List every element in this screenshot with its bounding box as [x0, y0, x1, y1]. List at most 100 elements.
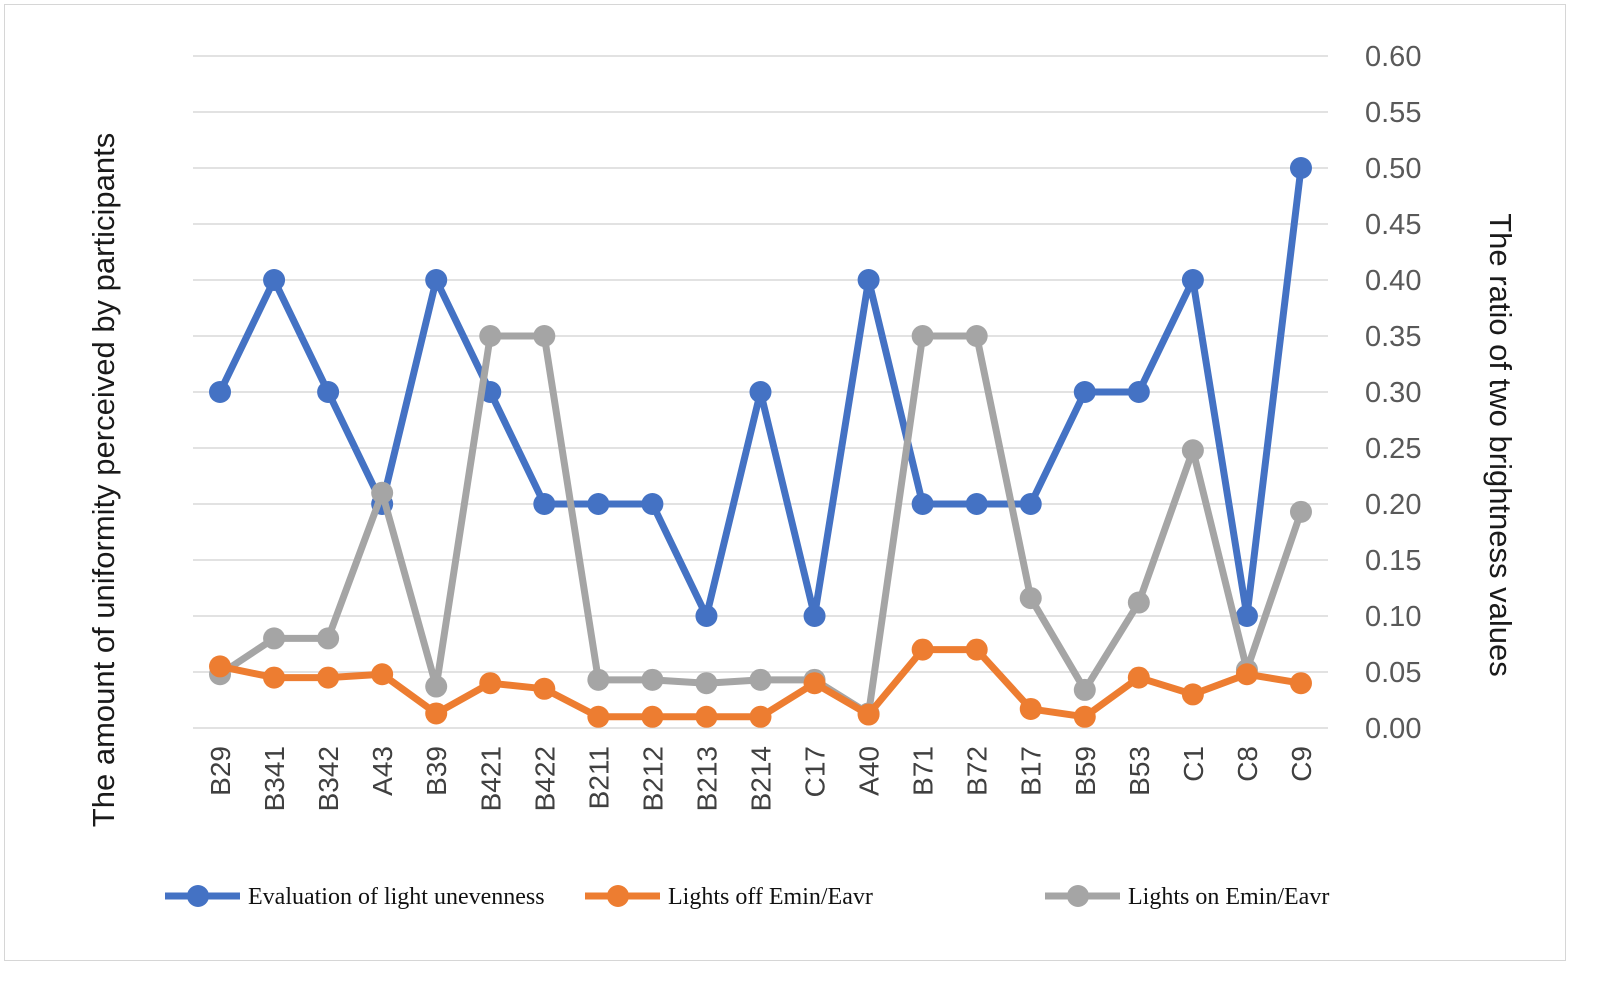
data-point [749, 381, 772, 403]
data-point [425, 675, 448, 698]
data-point [1019, 587, 1042, 610]
x-tick-label: B17 [1016, 746, 1047, 796]
y-tick-label: 0.60 [1365, 41, 1421, 73]
y-tick-label: 0.50 [1365, 153, 1421, 185]
y2-axis-label: The ratio of two brightness values [1483, 213, 1518, 677]
y-tick-label: 0.30 [1365, 377, 1421, 409]
y-tick-label: 0.10 [1365, 601, 1421, 633]
x-tick-label: B71 [908, 746, 939, 796]
data-point [641, 493, 664, 515]
data-point [1073, 705, 1096, 728]
x-tick-label: B341 [259, 746, 290, 811]
data-point [911, 493, 934, 515]
x-tick-label: B211 [583, 746, 614, 809]
data-point [317, 627, 340, 650]
y-tick-label: 0.55 [1365, 97, 1421, 129]
data-point [587, 668, 610, 691]
data-point [965, 325, 988, 347]
y-tick-label: 0.00 [1365, 713, 1421, 745]
data-point [317, 381, 340, 403]
data-point [371, 481, 394, 504]
data-point [1181, 269, 1204, 291]
y-tick-label: 0.15 [1365, 545, 1421, 577]
y-tick-label: 0.25 [1365, 433, 1421, 465]
x-tick-label: B212 [637, 746, 668, 811]
legend: Evaluation of light unevenness Lights off… [165, 884, 1329, 910]
data-point [1289, 672, 1312, 695]
y-tick-label: 0.20 [1365, 489, 1421, 521]
series-0 [209, 157, 1312, 627]
data-point [695, 605, 718, 627]
x-tick-label: C1 [1178, 746, 1209, 782]
x-tick-label: B213 [691, 746, 722, 811]
x-tick-label: B39 [421, 746, 452, 796]
data-point [911, 325, 934, 347]
data-point [1127, 666, 1150, 689]
data-point [1019, 697, 1042, 720]
data-point [533, 493, 556, 515]
data-point [1073, 381, 1096, 403]
data-point [425, 269, 448, 291]
legend-marker [187, 885, 209, 907]
legend-marker [607, 885, 629, 907]
data-point [749, 705, 772, 728]
legend-label: Lights on Emin/Eavr [1128, 884, 1329, 910]
data-point [1181, 683, 1204, 706]
x-tick-label: C17 [800, 746, 831, 797]
data-point [1127, 381, 1150, 403]
data-point [479, 672, 502, 695]
y-tick-label: 0.05 [1365, 657, 1421, 689]
data-point [533, 677, 556, 700]
data-point [695, 672, 718, 695]
data-point [857, 269, 880, 291]
y-axis-label: The amount of uniformity perceived by pa… [86, 133, 121, 827]
data-point [749, 668, 772, 691]
data-point [209, 381, 232, 403]
x-tick-label: C9 [1286, 746, 1317, 782]
data-point [317, 666, 340, 689]
data-point [263, 666, 286, 689]
data-point [1289, 157, 1312, 179]
data-point [263, 269, 286, 291]
data-point [965, 493, 988, 515]
data-point [425, 702, 448, 725]
x-tick-label: B421 [475, 746, 506, 811]
x-tick-label: C8 [1232, 746, 1263, 782]
chart-frame [4, 4, 1566, 961]
x-tick-label: B53 [1124, 746, 1155, 796]
data-point [533, 325, 556, 347]
data-point [479, 325, 502, 347]
data-point [911, 638, 934, 661]
data-point [371, 663, 394, 686]
y-tick-label: 0.45 [1365, 209, 1421, 241]
x-tick-label: A43 [367, 746, 398, 796]
data-point [641, 668, 664, 691]
data-point [1181, 439, 1204, 462]
x-tick-label: B422 [529, 746, 560, 811]
data-point [803, 605, 826, 627]
series-1 [209, 638, 1312, 728]
data-point [587, 705, 610, 728]
data-point [1235, 605, 1258, 627]
legend-label: Lights off Emin/Eavr [668, 884, 873, 910]
y-tick-label: 0.35 [1365, 321, 1421, 353]
data-point [695, 705, 718, 728]
x-tick-label: B29 [205, 746, 236, 796]
x-tick-label: B72 [962, 746, 993, 796]
x-tick-label: B214 [746, 746, 777, 811]
data-point [587, 493, 610, 515]
data-point [263, 627, 286, 650]
data-point [1019, 493, 1042, 515]
data-point [1289, 500, 1312, 523]
data-point [965, 638, 988, 661]
data-point [1073, 678, 1096, 701]
data-point [209, 655, 232, 678]
data-point [641, 705, 664, 728]
x-tick-label: A40 [854, 746, 885, 796]
x-tick-label: B59 [1070, 746, 1101, 796]
data-point [803, 672, 826, 695]
y-tick-label: 0.40 [1365, 265, 1421, 297]
data-point [1235, 663, 1258, 686]
